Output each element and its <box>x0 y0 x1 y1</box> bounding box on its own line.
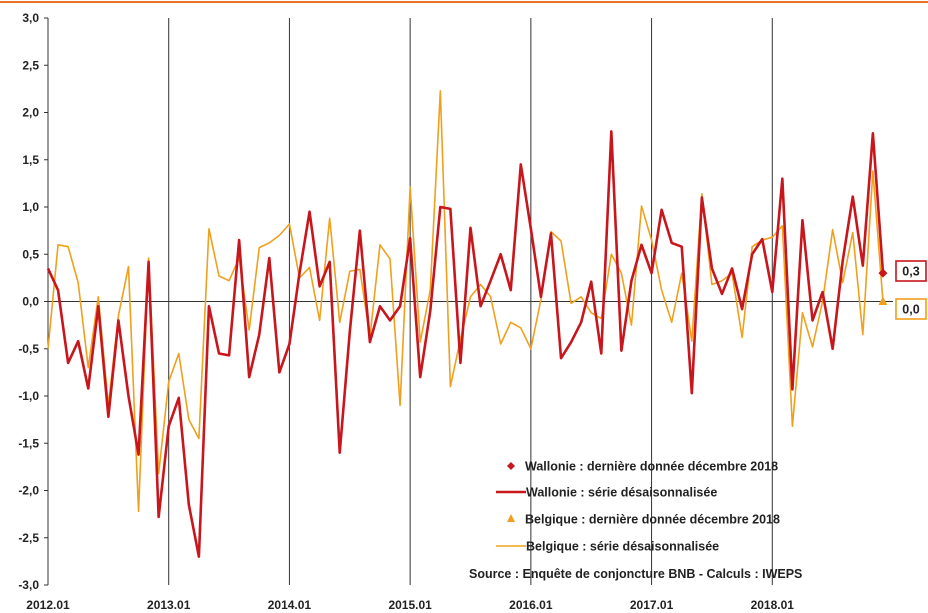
y-tick-label: 1,5 <box>22 153 39 167</box>
y-tick-label: 3,0 <box>22 11 39 25</box>
legend-label: Wallonie : dernière donnée décembre 2018 <box>525 460 778 474</box>
legend: Wallonie : dernière donnée décembre 2018… <box>496 460 780 554</box>
y-tick-label: 2,5 <box>22 58 39 72</box>
legend-label: Belgique : dernière donnée décembre 2018 <box>525 513 780 527</box>
axes: 2012.01 2013.01 2014.01 2015.01 2016.01 2017.… <box>18 11 893 612</box>
y-tick-label: 0,0 <box>22 295 39 309</box>
series-line-wallonie <box>46 130 885 558</box>
y-tick-label: -2,5 <box>18 531 39 545</box>
x-tick-label: 2016.01 <box>509 598 553 612</box>
x-tick-label: 2014.01 <box>268 598 312 612</box>
x-tick-label: 2013.01 <box>147 598 191 612</box>
y-tick-label: 1,0 <box>22 200 39 214</box>
last-point-diamond-marker <box>878 268 888 278</box>
series-lines <box>46 89 885 558</box>
x-tick-label: 2012.01 <box>26 598 70 612</box>
legend-diamond-marker <box>507 462 515 470</box>
y-tick-label: -3,0 <box>18 578 39 592</box>
legend-label: Belgique : série désaisonnalisée <box>526 540 719 554</box>
series-line-belgique <box>47 89 884 513</box>
y-tick-label: 0,5 <box>22 247 39 261</box>
value-callout-box <box>895 260 927 282</box>
value-callout-box <box>895 298 927 320</box>
legend-label: Wallonie : série désaisonnalisée <box>526 486 717 500</box>
last-point-triangle-marker <box>878 296 888 305</box>
x-tick-label: 2015.01 <box>388 598 432 612</box>
value-callouts: 0,3 0,0 <box>895 260 927 320</box>
value-callout-label: 0,0 <box>902 303 919 317</box>
y-tick-label: 2,0 <box>22 106 39 120</box>
last-point-markers <box>878 268 888 305</box>
y-tick-label: -0,5 <box>18 342 39 356</box>
x-tick-label: 2017.01 <box>630 598 674 612</box>
x-tick-label: 2018.01 <box>751 598 795 612</box>
source-note: Source : Enquête de conjoncture BNB - Ca… <box>469 567 802 581</box>
y-tick-label: -1,5 <box>18 436 39 450</box>
y-tick-label: -1,0 <box>18 389 39 403</box>
value-callout-label: 0,3 <box>902 265 919 279</box>
legend-triangle-marker <box>507 514 515 522</box>
y-tick-label: -2,0 <box>18 484 39 498</box>
